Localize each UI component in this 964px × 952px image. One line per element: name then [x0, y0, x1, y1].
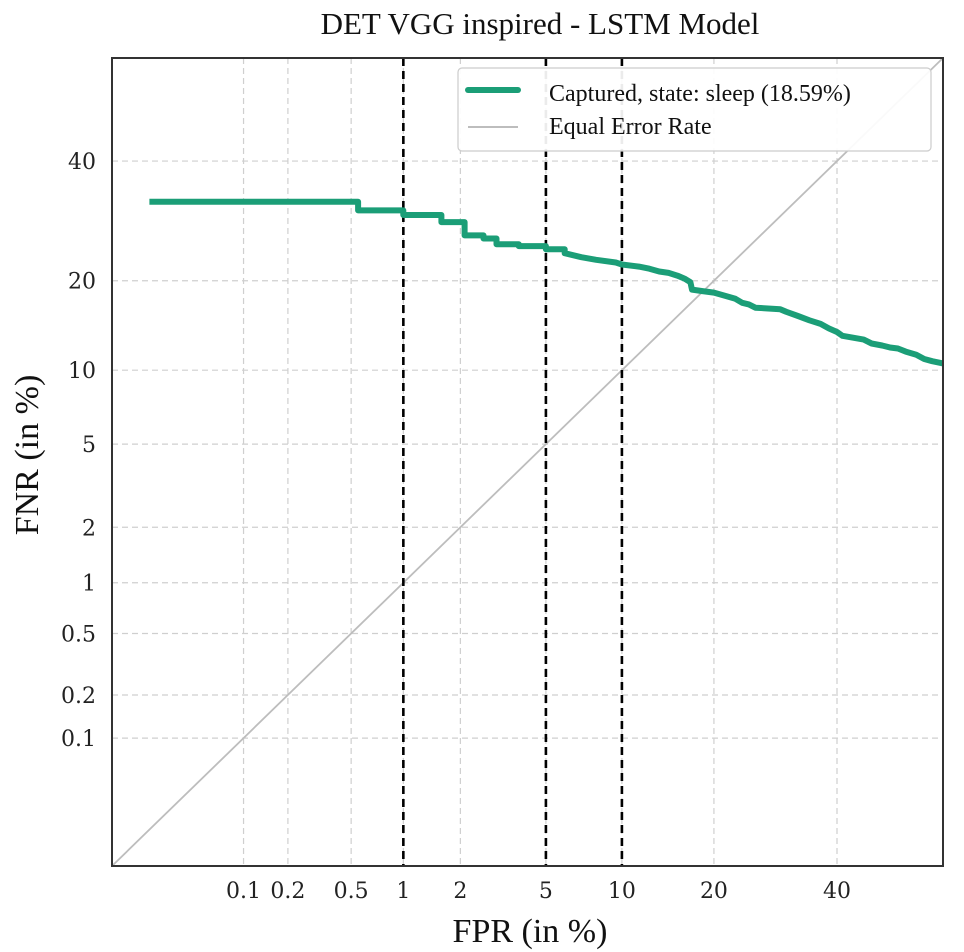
- x-tick-label: 20: [700, 879, 728, 904]
- x-tick-label: 0.5: [334, 879, 369, 904]
- x-axis-label: FPR (in %): [453, 913, 608, 950]
- x-tick-label: 10: [608, 879, 636, 904]
- x-tick-label: 2: [453, 879, 467, 904]
- det-curve-captured: [149, 198, 944, 367]
- y-tick-label: 10: [68, 359, 96, 384]
- legend-label-captured: Captured, state: sleep (18.59%): [549, 81, 851, 107]
- y-tick-label: 0.1: [61, 727, 96, 752]
- chart-title: DET VGG inspired - LSTM Model: [321, 6, 760, 41]
- det-series: [149, 198, 944, 367]
- threshold-lines: [402, 58, 624, 866]
- x-tick-label: 0.2: [270, 879, 305, 904]
- y-tick-label: 0.2: [61, 684, 96, 709]
- legend: Captured, state: sleep (18.59%) Equal Er…: [457, 67, 932, 152]
- y-tick-labels: 0.1 0.2 0.5 1 2 5 10 20 40: [61, 150, 96, 752]
- x-tick-labels: 0.1 0.2 0.5 1 2 5 10 20 40: [226, 879, 851, 904]
- y-tick-label: 20: [68, 270, 96, 295]
- equal-error-rate-line: [111, 57, 944, 867]
- x-tick-label: 1: [396, 879, 410, 904]
- eer-diagonal-line: [111, 57, 944, 867]
- y-tick-label: 0.5: [61, 622, 96, 647]
- plot-frame: [111, 57, 944, 867]
- x-tick-label: 0.1: [226, 879, 261, 904]
- y-tick-label: 1: [82, 572, 96, 597]
- x-tick-label: 5: [539, 879, 553, 904]
- x-tick-label: 40: [823, 879, 851, 904]
- y-axis-label: FNR (in %): [9, 375, 46, 536]
- y-tick-label: 2: [82, 516, 96, 541]
- legend-label-eer: Equal Error Rate: [549, 114, 712, 140]
- y-tick-label: 5: [82, 433, 96, 458]
- legend-box: [457, 67, 932, 152]
- y-tick-label: 40: [68, 150, 96, 175]
